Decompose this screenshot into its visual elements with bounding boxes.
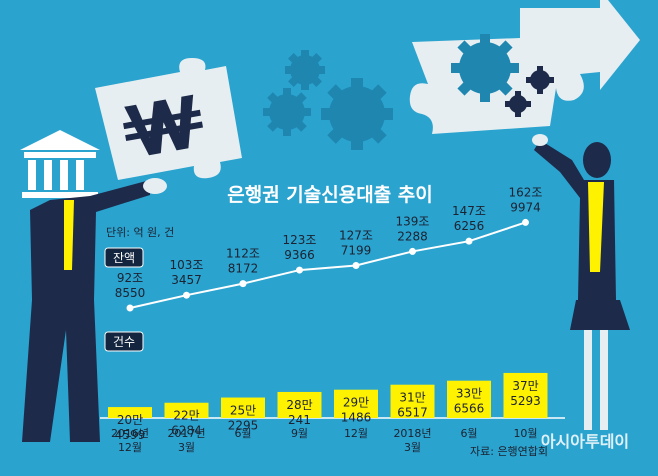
bar-count-0 bbox=[108, 407, 152, 418]
chart-title: 은행권 기술신용대출 추이 bbox=[227, 184, 433, 206]
gear-puzzle-illustration bbox=[409, 0, 640, 134]
bar-label-3: 28만 241 bbox=[286, 398, 312, 427]
bar-count-1 bbox=[164, 402, 209, 418]
background-gears-illustration bbox=[263, 50, 393, 150]
businesswoman-illustration bbox=[532, 134, 630, 430]
balance-label-3: 123조 9366 bbox=[283, 233, 317, 262]
bar-count-4 bbox=[334, 389, 378, 418]
bar-label-6: 33만 6566 bbox=[454, 387, 485, 416]
x-tick-label-5: 2018년 3월 bbox=[393, 427, 431, 454]
bar-count-5 bbox=[390, 384, 435, 418]
gear-icon bbox=[321, 78, 393, 150]
line-layer: 92조 8550 103조 3457 112조 8172 123조 9366 127조 7199 1… bbox=[115, 185, 543, 312]
legend-count: 건수 bbox=[104, 331, 144, 352]
bar-label-2: 25만 2295 bbox=[228, 404, 259, 433]
gear-icon bbox=[505, 91, 531, 117]
x-tick-label-2: 6월 bbox=[234, 427, 251, 440]
won-puzzle-illustration bbox=[95, 58, 242, 180]
balance-point-1 bbox=[183, 291, 190, 299]
bar-label-7: 37만 5293 bbox=[510, 379, 541, 408]
balance-label-6: 147조 6256 bbox=[452, 204, 486, 233]
x-tick-label-0: 2016년 12월 bbox=[111, 427, 149, 454]
gear-icon bbox=[263, 88, 311, 136]
balance-point-5 bbox=[409, 247, 416, 255]
unit-note: 단위: 억 원, 건 bbox=[106, 226, 174, 239]
bar-count-7 bbox=[503, 372, 548, 418]
balance-label-1: 103조 3457 bbox=[170, 258, 204, 287]
balance-point-7 bbox=[522, 218, 529, 226]
x-tick-label-3: 9월 bbox=[291, 427, 308, 440]
legend-count-label: 건수 bbox=[113, 335, 135, 349]
x-tick-label-7: 10월 bbox=[513, 427, 537, 440]
balance-label-5: 139조 2288 bbox=[396, 214, 430, 243]
bar-count-2 bbox=[221, 397, 265, 418]
balance-label-7: 162조 9974 bbox=[509, 185, 543, 214]
x-tick-label-6: 6월 bbox=[460, 427, 477, 440]
balance-point-3 bbox=[296, 266, 303, 274]
bar-count-6 bbox=[447, 380, 491, 418]
balance-label-4: 127조 7199 bbox=[339, 228, 373, 257]
source-note: 자료: 은행연합회 bbox=[470, 445, 548, 458]
balance-point-4 bbox=[352, 261, 360, 269]
balance-point-2 bbox=[239, 280, 247, 288]
bars-layer: 20만 4599 22만 6284 25만 2295 28만 241 29만 1486 31만 651… bbox=[108, 372, 548, 442]
bank-icon bbox=[20, 130, 100, 198]
x-tick-label-4: 12월 bbox=[344, 427, 368, 440]
balance-point-6 bbox=[465, 237, 473, 245]
bar-label-5: 31만 6517 bbox=[397, 391, 428, 420]
balance-label-0: 92조 8550 bbox=[115, 271, 146, 300]
balance-label-2: 112조 8172 bbox=[226, 247, 260, 276]
bar-label-4: 29만 1486 bbox=[341, 396, 372, 425]
bar-label-1: 22만 6284 bbox=[171, 409, 202, 438]
gear-icon bbox=[451, 34, 519, 102]
x-tick-labels: 2016년 12월 2017년 3월 6월 9월 12월 2018년 3월 6월 10월 bbox=[111, 427, 538, 454]
x-tick-label-1: 2017년 3월 bbox=[167, 427, 205, 454]
gear-icon bbox=[285, 50, 325, 90]
bar-label-0: 20만 4599 bbox=[115, 413, 146, 442]
legend-balance: 잔액 bbox=[104, 247, 144, 268]
watermark-logo: 아시아투데이 bbox=[541, 432, 629, 451]
balance-point-0 bbox=[126, 304, 134, 312]
businessman-illustration bbox=[20, 130, 167, 442]
gear-icon bbox=[526, 66, 554, 94]
balance-line bbox=[129, 221, 526, 309]
won-icon bbox=[123, 94, 204, 156]
bar-count-3 bbox=[277, 391, 322, 418]
legend-balance-label: 잔액 bbox=[113, 251, 135, 265]
